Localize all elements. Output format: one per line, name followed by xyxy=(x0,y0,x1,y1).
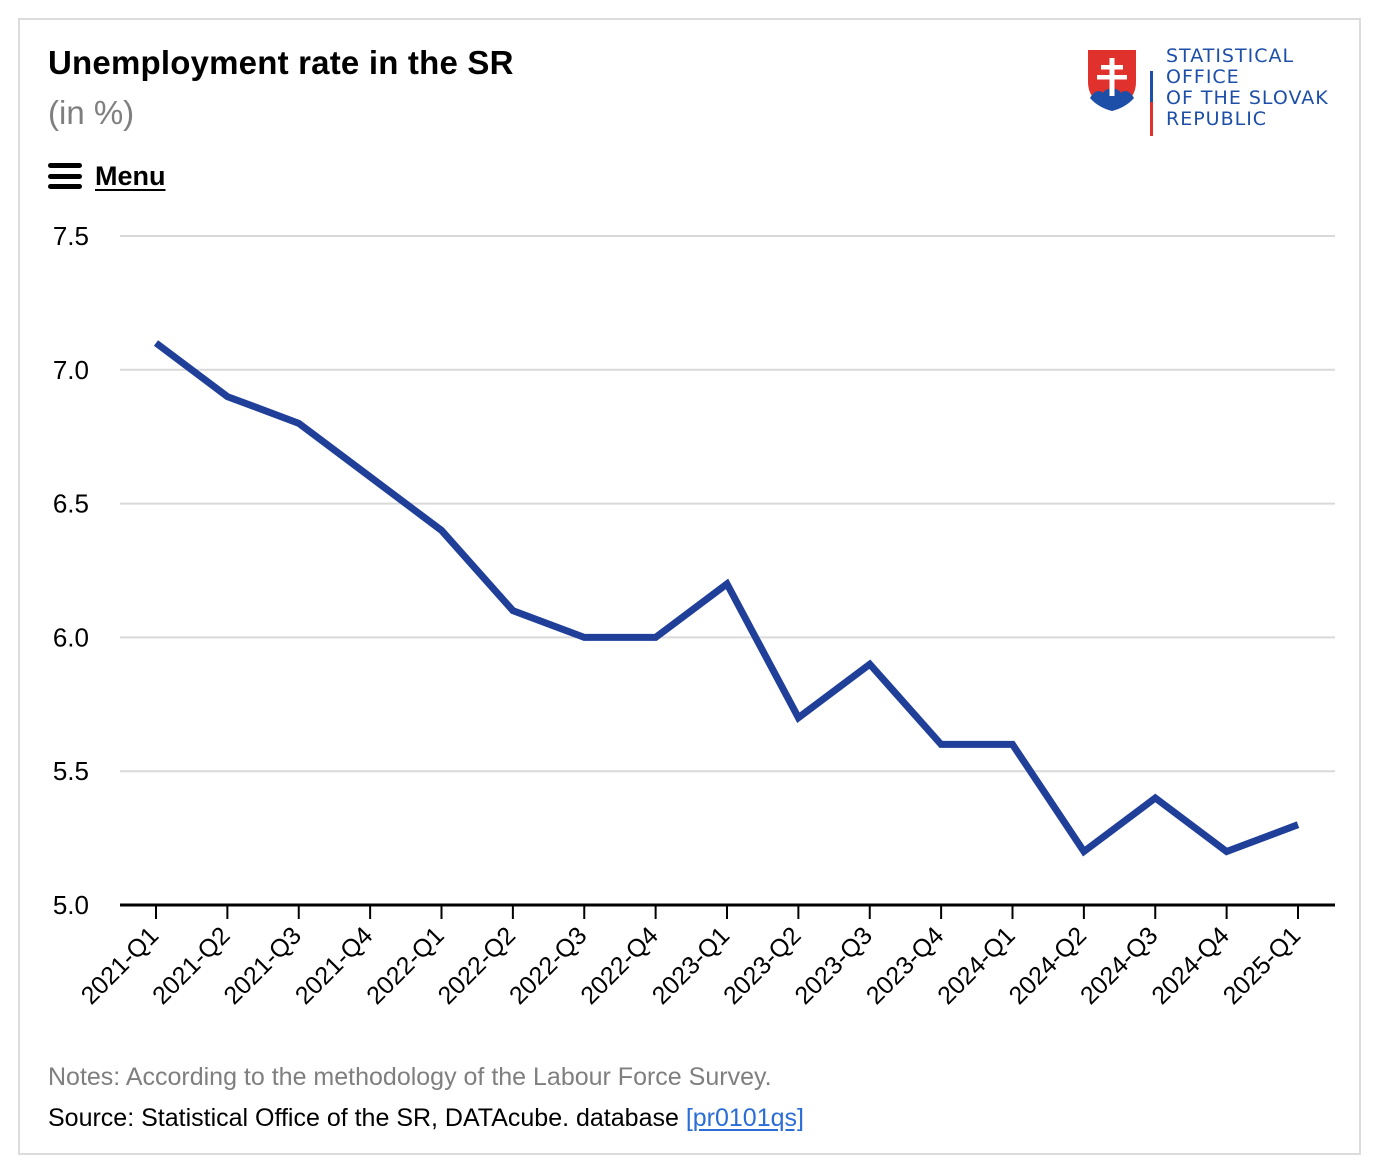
logo-line: OFFICE xyxy=(1166,66,1240,88)
x-tick-label: 2021-Q1 xyxy=(76,921,165,1010)
data-point xyxy=(1010,741,1016,747)
series-line xyxy=(153,340,1300,857)
data-point xyxy=(510,608,516,614)
logo-line: STATISTICAL xyxy=(1166,45,1295,67)
y-tick-label: 5.0 xyxy=(53,890,89,920)
x-tick-label: 2023-Q4 xyxy=(861,921,950,1010)
x-tick-label: 2021-Q3 xyxy=(218,921,307,1010)
statistical-office-logo[interactable]: STATISTICAL OFFICE OF THE SLOVAK REPUBLI… xyxy=(1086,46,1336,138)
x-tick-label: 2024-Q1 xyxy=(932,921,1021,1010)
data-point xyxy=(653,634,659,640)
logo-line: OF THE SLOVAK xyxy=(1166,87,1329,109)
data-point xyxy=(724,581,730,587)
line-chart: 5.05.56.06.57.07.52021-Q12021-Q22021-Q32… xyxy=(53,221,1335,1010)
data-point xyxy=(938,741,944,747)
data-point xyxy=(581,634,587,640)
y-tick-label: 5.5 xyxy=(53,756,89,786)
x-tick-label: 2024-Q4 xyxy=(1146,921,1235,1010)
data-point xyxy=(296,420,302,426)
chart-title: Unemployment rate in the SR xyxy=(48,44,514,81)
data-point xyxy=(1295,822,1301,828)
x-tick-label: 2022-Q2 xyxy=(433,921,522,1010)
data-point xyxy=(153,340,159,346)
x-tick-label: 2022-Q1 xyxy=(361,921,450,1010)
data-point xyxy=(1152,795,1158,801)
y-tick-label: 7.0 xyxy=(53,355,89,385)
source-text: Source: Statistical Office of the SR, DA… xyxy=(48,1104,686,1132)
x-tick-label: 2022-Q3 xyxy=(504,921,593,1010)
x-tick-label: 2021-Q2 xyxy=(147,921,236,1010)
data-point xyxy=(439,527,445,533)
y-tick-label: 7.5 xyxy=(53,221,89,251)
x-tick-label: 2024-Q2 xyxy=(1004,921,1093,1010)
x-tick-label: 2024-Q3 xyxy=(1075,921,1164,1010)
x-tick-label: 2022-Q4 xyxy=(575,921,664,1010)
data-point xyxy=(867,661,873,667)
data-point xyxy=(224,394,230,400)
y-tick-label: 6.5 xyxy=(53,489,89,519)
data-point xyxy=(1081,848,1087,854)
chart-subtitle: (in %) xyxy=(48,94,135,131)
chart-source: Source: Statistical Office of the SR, DA… xyxy=(48,1104,804,1133)
menu-button[interactable]: Menu xyxy=(48,158,166,194)
x-tick-label: 2023-Q1 xyxy=(647,921,736,1010)
x-tick-label: 2021-Q4 xyxy=(290,921,379,1010)
slovak-shield-icon xyxy=(1088,50,1136,111)
y-tick-label: 6.0 xyxy=(53,622,89,652)
x-tick-label: 2023-Q3 xyxy=(789,921,878,1010)
x-tick-label: 2023-Q2 xyxy=(718,921,807,1010)
chart-notes: Notes: According to the methodology of t… xyxy=(48,1063,772,1091)
data-point xyxy=(795,715,801,721)
data-point xyxy=(367,474,373,480)
x-tick-label: 2025-Q1 xyxy=(1218,921,1307,1010)
logo-divider xyxy=(1150,46,1153,136)
source-link[interactable]: [pr0101qs] xyxy=(685,1104,804,1132)
chart-frame xyxy=(18,18,1361,1155)
menu-label: Menu xyxy=(95,160,166,191)
hamburger-icon xyxy=(48,163,82,189)
logo-line: REPUBLIC xyxy=(1166,108,1268,130)
logo-text: STATISTICAL OFFICE OF THE SLOVAK REPUBLI… xyxy=(1166,46,1329,130)
data-point xyxy=(1224,848,1230,854)
